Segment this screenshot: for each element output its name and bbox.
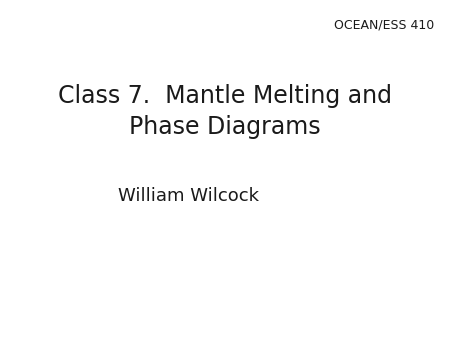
Text: Class 7.  Mantle Melting and
Phase Diagrams: Class 7. Mantle Melting and Phase Diagra…: [58, 84, 392, 139]
Text: OCEAN/ESS 410: OCEAN/ESS 410: [334, 19, 434, 31]
Text: William Wilcock: William Wilcock: [118, 187, 260, 205]
